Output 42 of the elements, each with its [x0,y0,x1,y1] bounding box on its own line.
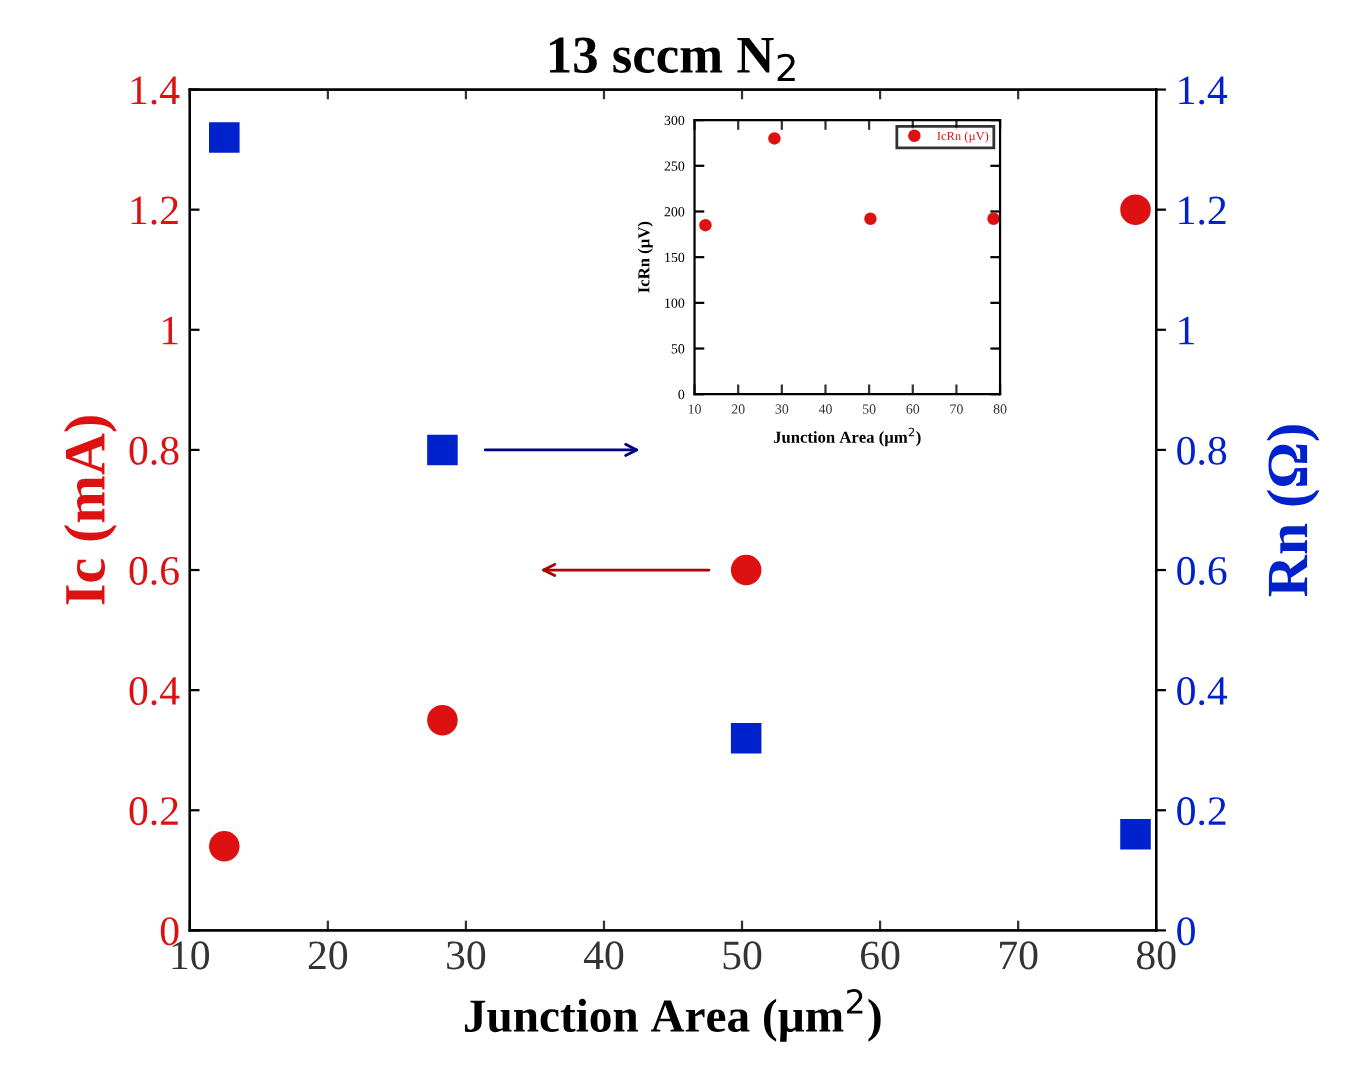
x-tick-label: 10 [172,941,210,970]
y-axis-title: Ic (mA) [63,416,117,605]
x-axis-title: Junction Area (µm$^{2}$) [773,427,921,447]
x-tick-label: 30 [447,941,486,970]
y2-tick-label: 0 [1177,917,1195,946]
y2-tick-label: 0.8 [1177,436,1227,465]
point [209,122,240,153]
x-tick-label: 70 [1000,941,1038,970]
point [699,218,712,232]
y2-tick-label: 1.4 [1179,76,1228,105]
y-tick-label: 0 [160,917,179,946]
y-tick-label: 0.4 [129,676,180,706]
y-tick-label: 1.4 [131,76,180,105]
x-tick-label: 60 [861,941,900,970]
point [1120,194,1151,225]
chart-title: 13 sccm N$_{2}$ [550,37,795,82]
point [864,212,877,226]
point [730,554,762,586]
y-tick-label: 0.8 [129,436,179,465]
point [427,434,458,466]
x-tick-label: 80 [1136,941,1176,970]
y-tick-label: 1.2 [131,196,178,225]
point [730,722,762,754]
point [209,831,240,862]
y-tick-label: 0.6 [129,556,179,586]
y2-tick-label: 0.6 [1177,556,1227,586]
x-axis-title: Junction Area (µm$^{2}$) [464,989,881,1042]
x-tick-label: 50 [723,941,762,970]
y2-tick-label: 0.4 [1177,676,1228,706]
y2-tick-label: 1.2 [1179,196,1226,225]
y-tick-label: 1 [162,316,178,345]
y2-tick-label: 1 [1179,316,1194,345]
y-tick-label: 0.2 [129,797,178,826]
point [987,212,1000,226]
x-tick-label: 20 [308,941,348,970]
point [427,704,458,736]
y2-axis-title: Rn (Ω) [1266,425,1320,597]
point [1120,819,1151,850]
y2-tick-label: 0.2 [1177,797,1226,826]
point [768,132,781,145]
y-axis-title: IcRn (µV) [637,221,653,293]
x-tick-label: 40 [583,941,624,970]
